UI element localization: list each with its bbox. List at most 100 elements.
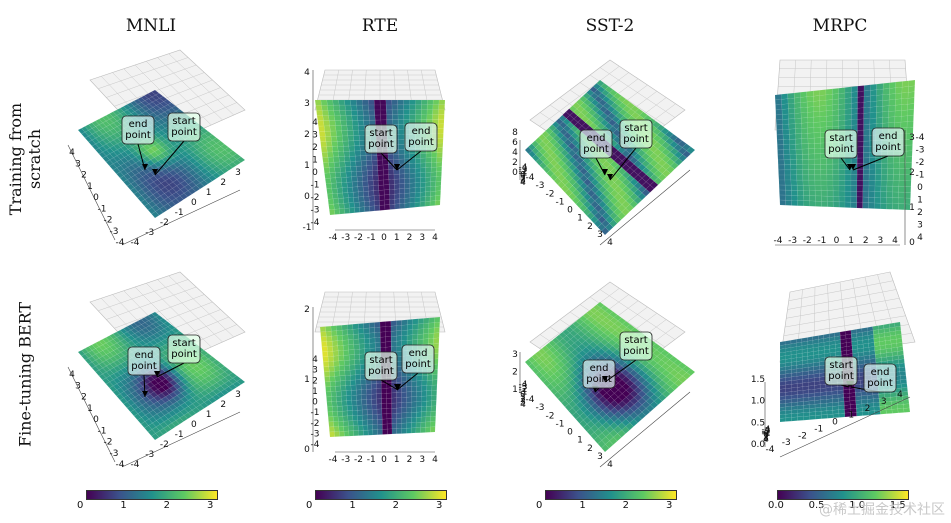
surface-cell (820, 185, 828, 191)
surface-cell (403, 109, 410, 115)
surface-cell (851, 119, 858, 126)
surface-cell (784, 169, 791, 176)
tick-label: -2 (546, 189, 555, 199)
surface-cell (411, 406, 417, 413)
annotation-text: end (879, 131, 898, 142)
surface-cell (807, 137, 815, 144)
arrow-head (152, 169, 158, 175)
surface-cell (382, 423, 388, 430)
axis-line (599, 169, 691, 246)
surface-cell (391, 407, 397, 414)
surface-cell (908, 85, 915, 93)
panel-body: 1.51.00.50.0 -4-3-2-101234-4-3-2-101234en… (751, 271, 916, 458)
surface-cell (364, 338, 370, 344)
surface-cell (347, 334, 354, 341)
surface-cell (326, 341, 333, 347)
surface-cell (436, 166, 442, 173)
surface-cell (775, 99, 782, 106)
tick-label: 8 (512, 128, 518, 138)
surface-cell (417, 323, 424, 330)
tick-label: 1 (520, 393, 526, 403)
surface-cell (814, 399, 821, 405)
surface-cell (803, 404, 810, 410)
surface-cell (358, 135, 366, 141)
surface-cell (354, 207, 361, 213)
surface-cell (898, 174, 906, 181)
surface-cell (414, 201, 421, 208)
tick-label: 6 (512, 138, 518, 148)
surface-cell (358, 191, 364, 198)
surface-cell (361, 170, 368, 177)
surface-cell (368, 104, 375, 111)
tick-label: 3 (512, 350, 518, 360)
surface-cell (776, 124, 783, 131)
surface-cell (892, 180, 900, 187)
surface-cell (412, 329, 419, 335)
annotation-text: start (829, 133, 852, 144)
surface-cell (882, 105, 890, 113)
surface-cell (826, 410, 834, 415)
grid-line (157, 57, 223, 121)
surface-cell (794, 102, 802, 109)
annotation-text: point (583, 144, 609, 155)
tick-label: 3 (520, 176, 526, 186)
tick-label: -1 (814, 424, 823, 434)
surface-cell (330, 391, 337, 397)
surface-cell (862, 191, 870, 198)
surface-cell (886, 203, 893, 210)
surface-cell (801, 122, 808, 129)
surface-cell (795, 133, 802, 140)
surface-cell (338, 151, 345, 157)
surface-cell (374, 109, 381, 116)
surface-cell (781, 108, 789, 115)
surface-cell (339, 431, 345, 437)
tick-label: 1 (394, 233, 400, 243)
surface-cell (844, 97, 852, 105)
surface-cell (420, 416, 427, 423)
surface-cell (335, 130, 343, 137)
surface-cell (426, 385, 433, 391)
surface-cell (349, 359, 356, 366)
surface-cell (876, 111, 883, 119)
surface-cell (783, 139, 790, 145)
surface-cell (437, 142, 444, 149)
surface-cell (391, 402, 397, 409)
annotation-text: point (408, 137, 434, 148)
surface-cell (874, 185, 882, 192)
surface-cell (354, 359, 361, 365)
surface-cell (327, 406, 333, 413)
surface-cell (330, 136, 338, 142)
surface-cell (808, 179, 816, 186)
surface-cell (806, 101, 814, 108)
surface-cell (826, 158, 834, 165)
surface-cell (881, 168, 888, 175)
surface-cell (336, 182, 343, 189)
surface-cell (352, 186, 359, 193)
surface-cell (383, 169, 389, 176)
surface-cell (374, 321, 381, 328)
tick-label: 2 (520, 174, 526, 184)
annotation-arrow (594, 387, 600, 393)
surface-cell (396, 340, 402, 347)
surface-cell (787, 103, 795, 110)
surface-cell (813, 132, 821, 139)
tick-label: 4 (520, 178, 526, 188)
surface-cell (323, 361, 329, 368)
surface-cell (863, 129, 870, 136)
surface-cell (437, 138, 444, 144)
surface-cell (903, 203, 911, 211)
surface-cell (331, 330, 338, 337)
surface-cell (391, 104, 399, 111)
surface-cell (814, 403, 822, 409)
row-label-bert: Fine-tuning BERT (15, 301, 35, 448)
surface-cell (371, 383, 377, 390)
surface-cell (392, 114, 399, 120)
surface-cell (832, 104, 839, 111)
surface-cell (358, 196, 365, 203)
surface-cell (390, 325, 397, 332)
surface-cell (686, 368, 696, 376)
surface-cell (404, 202, 411, 209)
surface-cell (826, 180, 834, 186)
surface-cell (826, 394, 833, 400)
surface-cell (844, 201, 852, 208)
